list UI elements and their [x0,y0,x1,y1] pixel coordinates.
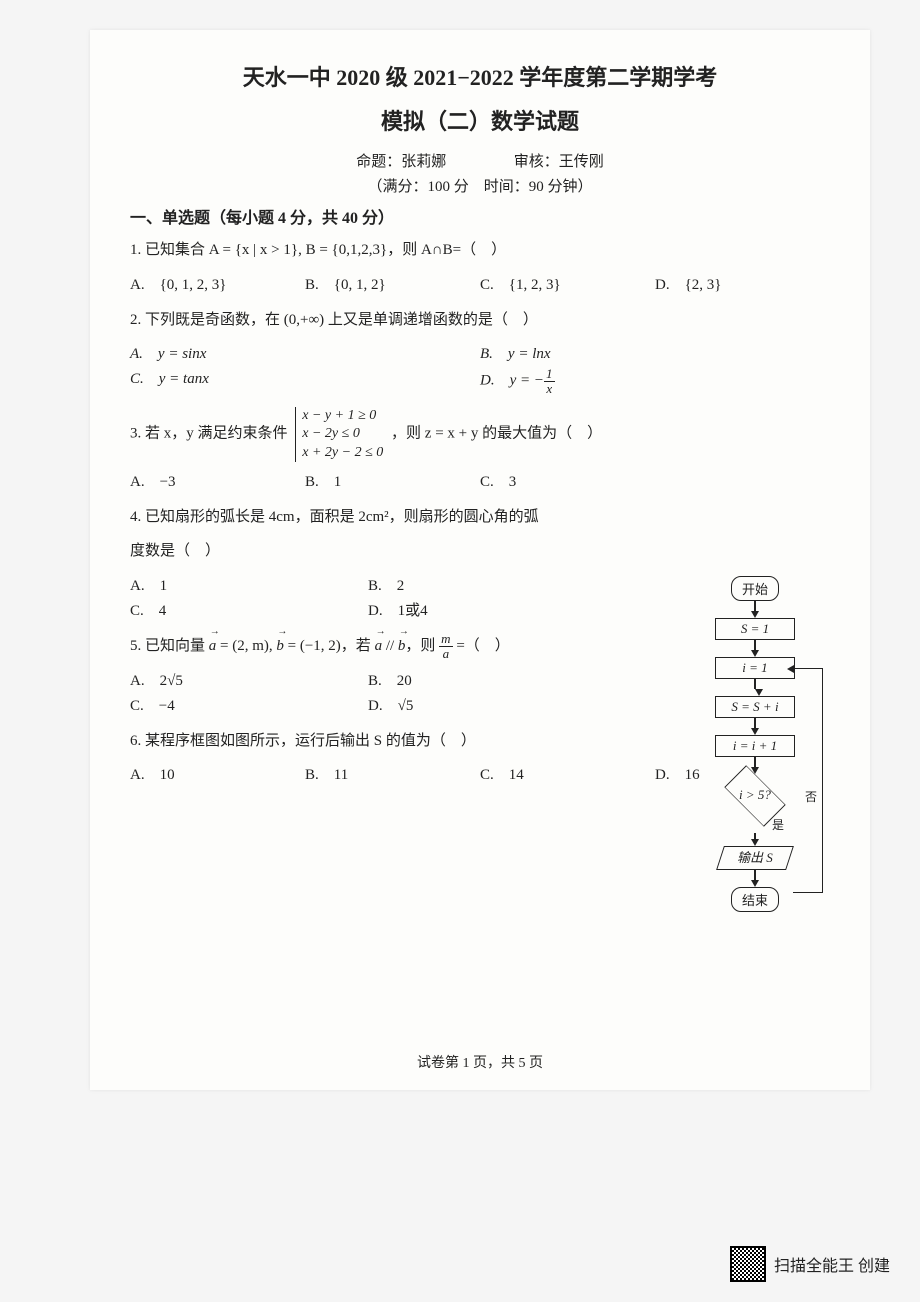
q3-opt-c: C. 3 [480,468,655,493]
exam-meta: （满分：100 分 时间：90 分钟） [130,175,830,196]
q2-stem: 2. 下列既是奇函数，在 (0,+∞) 上又是单调递增函数的是（ ） [130,306,830,335]
page-number: 试卷第 1 页，共 5 页 [90,1052,870,1072]
q5-post-end: =（ ） [453,638,510,654]
fc-i-init: i = 1 [715,657,795,679]
q2-opt-a: A. y = sinx [130,340,480,365]
q5-opt-c: C. −4 [130,692,368,717]
q2d-num: 1 [544,367,555,382]
q6-opt-b: B. 11 [305,761,480,786]
q3-constraint-brace: x − y + 1 ≥ 0 x − 2y ≤ 0 x + 2y − 2 ≤ 0 [295,407,383,462]
q1-options: A. {0, 1, 2, 3} B. {0, 1, 2} C. {1, 2, 3… [130,271,830,296]
q2-opt-d: D. y = −1x [480,365,830,397]
q5-vec-a2: a [375,632,383,661]
q1-opt-b: B. {0, 1, 2} [305,271,480,296]
q4-opt-d: D. 1或4 [368,597,606,622]
q5-vec-a1: a [209,632,217,661]
content-wrap: 1. 已知集合 A = {x | x > 1}, B = {0,1,2,3}，则… [130,236,830,786]
q5-opt-b: B. 20 [368,667,606,692]
q6-stem: 6. 某程序框图如图所示，运行后输出 S 的值为（ ） [130,727,606,756]
q2-options: A. y = sinx B. y = lnx C. y = tanx D. y … [130,340,830,397]
q3-c3: x + 2y − 2 ≤ 0 [302,444,383,462]
fc-update: S = S + i [715,696,795,718]
q6-opt-a: A. 10 [130,761,305,786]
author-label: 命题：张莉娜 [356,154,446,170]
fc-end: 结束 [731,887,779,912]
q3-post: ，则 z = x + y 的最大值为（ ） [391,426,602,442]
q5-vec-b2: b [398,632,406,661]
q5-frac-d: a [439,647,452,661]
left-column: 4. 已知扇形的弧长是 4cm，面积是 2cm²，则扇形的圆心角的弧 度数是（ … [130,503,606,755]
q4-stem-l2: 度数是（ ） [130,537,606,566]
fc-output: 输出 S [716,846,794,870]
q2d-frac: 1x [544,367,555,395]
qr-code-icon [730,1246,766,1282]
fc-increment: i = i + 1 [715,735,795,757]
q3-opt-d [655,468,830,493]
author-row: 命题：张莉娜 审核：王传刚 [130,150,830,171]
q5-post-pre: ，则 [405,638,439,654]
q5-frac-n: m [439,632,452,647]
exam-title-line2: 模拟（二）数学试题 [130,104,830,136]
q1-opt-d: D. {2, 3} [655,271,830,296]
q3-c2: x − 2y ≤ 0 [302,425,383,443]
q5-mid2: = (−1, 2)，若 [284,638,375,654]
q5-mid: = (2, m), [216,638,276,654]
q4-opt-a: A. 1 [130,572,368,597]
exam-page: 天水一中 2020 级 2021−2022 学年度第二学期学考 模拟（二）数学试… [90,30,870,1090]
q2-opt-c: C. y = tanx [130,365,480,397]
q2d-pre: D. y = − [480,373,544,389]
fc-s-init: S = 1 [715,618,795,640]
fc-start: 开始 [731,576,779,601]
q4-opt-c: C. 4 [130,597,368,622]
q4-options: A. 1 B. 2 C. 4 D. 1或4 [130,572,606,622]
fc-out-label: 输出 S [737,847,773,869]
q1-opt-c: C. {1, 2, 3} [480,271,655,296]
section-header: 一、单选题（每小题 4 分，共 40 分） [130,204,830,228]
q5-frac: ma [439,632,452,660]
q5-vec-b: b [276,632,284,661]
q3-c1: x − y + 1 ≥ 0 [302,407,383,425]
q3-stem: 3. 若 x，y 满足约束条件 x − y + 1 ≥ 0 x − 2y ≤ 0… [130,407,830,462]
q1-stem: 1. 已知集合 A = {x | x > 1}, B = {0,1,2,3}，则… [130,236,830,265]
q1-opt-a: A. {0, 1, 2, 3} [130,271,305,296]
q5-pre: 5. 已知向量 [130,638,209,654]
q5-options: A. 2√5 B. 20 C. −4 D. √5 [130,667,606,717]
scanner-footer: 扫描全能王 创建 [730,1246,890,1282]
q6-opt-c: C. 14 [480,761,655,786]
q3-opt-a: A. −3 [130,468,305,493]
reviewer-label: 审核：王传刚 [514,154,604,170]
footer-text: 扫描全能王 创建 [774,1252,890,1276]
q5-opt-d: D. √5 [368,692,606,717]
exam-title-line1: 天水一中 2020 级 2021−2022 学年度第二学期学考 [130,60,830,92]
fc-loop-back-edge [793,668,823,893]
q3-pre: 3. 若 x，y 满足约束条件 [130,426,291,442]
q2d-den: x [544,382,555,396]
q5-opt-a: A. 2√5 [130,667,368,692]
q3-options: A. −3 B. 1 C. 3 [130,468,830,493]
q3-opt-b: B. 1 [305,468,480,493]
fc-cond-label: i > 5? [715,787,795,803]
q2-opt-b: B. y = lnx [480,340,830,365]
q5-stem: 5. 已知向量 a = (2, m), b = (−1, 2)，若 a // b… [130,632,606,661]
flowchart: 开始 S = 1 i = 1 S = S + i i = i + 1 i > 5… [670,576,840,912]
q4-stem-l1: 4. 已知扇形的弧长是 4cm，面积是 2cm²，则扇形的圆心角的弧 [130,503,606,532]
q4-opt-b: B. 2 [368,572,606,597]
fc-decision: i > 5? 否 [715,774,795,818]
